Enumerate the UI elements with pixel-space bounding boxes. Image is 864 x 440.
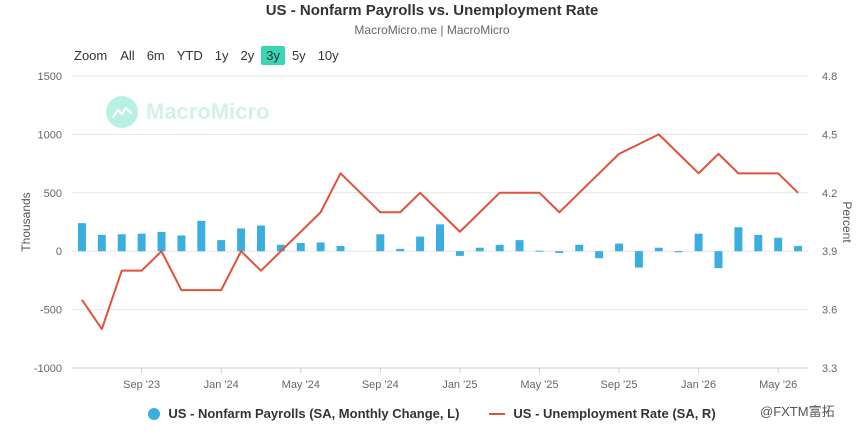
left-tick-label: 0 [56, 246, 62, 258]
payrolls-bar [535, 250, 544, 252]
payrolls-bar [77, 223, 86, 252]
chart-subtitle: MacroMicro.me | MacroMicro [354, 23, 510, 37]
x-tick-label: Sep '24 [362, 379, 399, 391]
payrolls-bar [595, 251, 604, 259]
legend-payrolls-label: US - Nonfarm Payrolls (SA, Monthly Chang… [168, 406, 460, 421]
left-tick-label: 500 [44, 188, 62, 200]
payrolls-bar [475, 247, 484, 252]
right-tick-label: 3.6 [822, 305, 837, 317]
payrolls-bar [754, 234, 763, 252]
zoom-10y-button[interactable]: 10y [317, 48, 339, 63]
legend-item-payrolls[interactable]: US - Nonfarm Payrolls (SA, Monthly Chang… [148, 406, 459, 421]
chart-title: US - Nonfarm Payrolls vs. Unemployment R… [265, 2, 599, 19]
left-axis-title: Thousands [19, 192, 33, 251]
payrolls-bar [674, 251, 683, 253]
legend: US - Nonfarm Payrolls (SA, Monthly Chang… [0, 406, 864, 421]
zoom-3y-button[interactable]: 3y [261, 46, 285, 65]
x-tick-label: Jan '26 [681, 379, 716, 391]
payrolls-bar [436, 224, 444, 252]
right-tick-label: 3.3 [822, 363, 837, 375]
macromicro-watermark: MacroMicro [106, 96, 269, 128]
payrolls-bar [615, 243, 624, 252]
payrolls-bar [296, 243, 305, 252]
payrolls-bar [416, 236, 425, 252]
unemployment-series-line [81, 133, 799, 331]
fxtm-watermark: @FXTM富拓 [760, 401, 835, 420]
payrolls-bar [734, 227, 743, 252]
gridlines [72, 75, 808, 369]
legend-payrolls-marker [148, 407, 161, 420]
payrolls-bar [237, 228, 246, 252]
left-tick-label: -1000 [34, 363, 62, 375]
right-axis-title: Percent [840, 201, 854, 243]
payrolls-bar [634, 251, 643, 268]
left-tick-label: 1500 [38, 71, 62, 83]
macromicro-logo-icon [106, 96, 138, 128]
payrolls-bar [117, 234, 126, 252]
payrolls-bar [157, 231, 166, 252]
payrolls-bar [575, 244, 584, 252]
payrolls-bar [794, 245, 803, 252]
legend-item-unemployment[interactable]: US - Unemployment Rate (SA, R) [489, 406, 716, 421]
payrolls-bar [276, 244, 285, 252]
payrolls-bar [694, 233, 703, 252]
x-tick-label: May '24 [282, 379, 320, 391]
payrolls-bar [336, 245, 345, 252]
legend-unemployment-label: US - Unemployment Rate (SA, R) [513, 406, 716, 421]
x-axis-ticks: Sep '23 Jan '24 May '24 Sep '24 Jan '25 May '… [123, 368, 797, 391]
right-axis-ticks: 4.8 4.5 4.2 3.9 3.6 3.3 [822, 71, 837, 375]
zoom-6m-button[interactable]: 6m [146, 48, 165, 63]
x-tick-label: May '26 [759, 379, 797, 391]
payrolls-bar [217, 240, 226, 252]
payrolls-bar [316, 242, 325, 252]
payrolls-bar [455, 251, 464, 256]
zoom-toolbar: Zoom All 6m YTD 1y 2y 3y 5y 10y [74, 46, 346, 65]
unemployment-line [81, 133, 799, 331]
zoom-2y-button[interactable]: 2y [240, 48, 255, 63]
zoom-1y-button[interactable]: 1y [214, 48, 229, 63]
right-tick-label: 3.9 [822, 246, 837, 258]
x-tick-label: Jan '25 [442, 379, 477, 391]
x-tick-label: May '25 [520, 379, 558, 391]
payrolls-bar [396, 248, 405, 252]
x-tick-label: Sep '23 [123, 379, 160, 391]
left-tick-label: -500 [40, 305, 62, 317]
zoom-label: Zoom [74, 48, 108, 63]
zoom-all-button[interactable]: All [120, 48, 135, 63]
payrolls-bar [376, 234, 385, 252]
payrolls-bar [555, 251, 564, 253]
fxtm-watermark-text: @FXTM富拓 [760, 404, 835, 419]
payrolls-bar [714, 251, 723, 269]
zoom-5y-button[interactable]: 5y [291, 48, 306, 63]
payrolls-bar [495, 244, 504, 252]
left-axis-ticks: 1500 1000 500 0 -500 -1000 [34, 71, 62, 375]
x-tick-label: Jan '24 [204, 379, 239, 391]
right-tick-label: 4.2 [822, 188, 837, 200]
right-tick-label: 4.8 [822, 71, 837, 83]
payrolls-bar [654, 247, 663, 252]
payrolls-bar [97, 234, 106, 252]
right-tick-label: 4.5 [822, 129, 837, 141]
x-tick-label: Sep '25 [601, 379, 638, 391]
payrolls-bars [77, 220, 803, 269]
legend-unemployment-marker [489, 412, 506, 415]
payrolls-bar [515, 240, 524, 252]
payrolls-bar [256, 225, 265, 252]
watermark-text: MacroMicro [146, 99, 270, 124]
zoom-ytd-button[interactable]: YTD [176, 48, 203, 63]
payrolls-bar [774, 237, 783, 252]
payrolls-bar [197, 220, 206, 252]
payrolls-bar [137, 233, 146, 252]
payrolls-bar [177, 235, 186, 252]
left-tick-label: 1000 [38, 129, 62, 141]
